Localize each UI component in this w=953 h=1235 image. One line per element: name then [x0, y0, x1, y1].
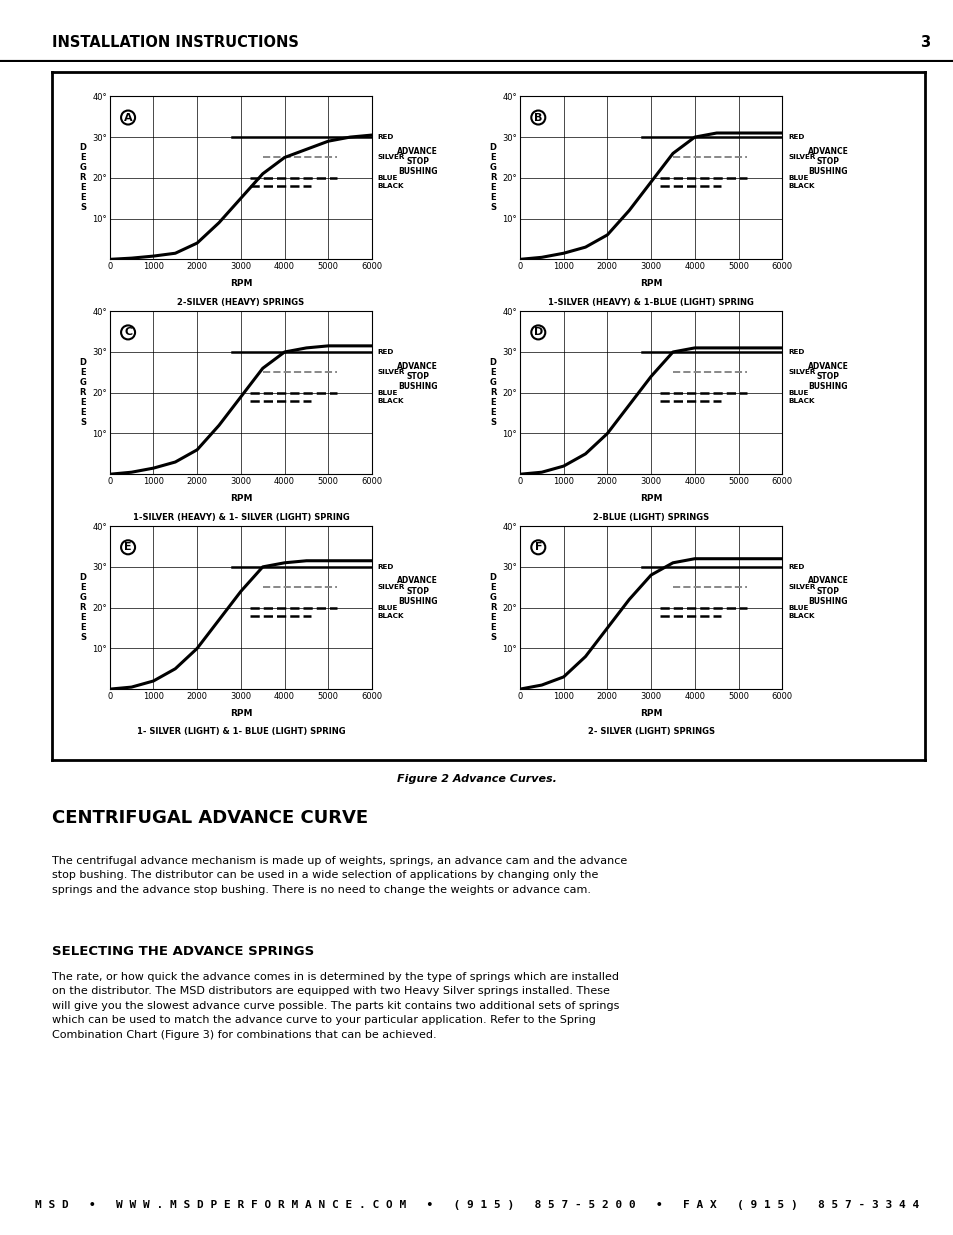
Text: SILVER: SILVER — [787, 584, 815, 590]
Text: B: B — [534, 112, 542, 122]
Text: INSTALLATION INSTRUCTIONS: INSTALLATION INSTRUCTIONS — [52, 35, 299, 49]
Text: BLACK: BLACK — [377, 613, 404, 619]
Text: RED: RED — [377, 564, 394, 569]
Text: RPM: RPM — [230, 279, 252, 288]
Text: CENTRIFUGAL ADVANCE CURVE: CENTRIFUGAL ADVANCE CURVE — [52, 809, 368, 827]
Text: The centrifugal advance mechanism is made up of weights, springs, an advance cam: The centrifugal advance mechanism is mad… — [52, 856, 627, 894]
Text: 1-SILVER (HEAVY) & 1- SILVER (LIGHT) SPRING: 1-SILVER (HEAVY) & 1- SILVER (LIGHT) SPR… — [132, 513, 349, 521]
Text: BLACK: BLACK — [787, 183, 814, 189]
Text: C: C — [124, 327, 132, 337]
Text: E: E — [124, 542, 132, 552]
Text: BLUE: BLUE — [377, 390, 397, 395]
Text: D
E
G
R
E
E
S: D E G R E E S — [79, 143, 87, 212]
Text: RPM: RPM — [639, 279, 661, 288]
Text: ADVANCE
STOP
BUSHING: ADVANCE STOP BUSHING — [397, 577, 437, 606]
Text: BLACK: BLACK — [787, 398, 814, 404]
Text: BLACK: BLACK — [377, 398, 404, 404]
Text: ADVANCE
STOP
BUSHING: ADVANCE STOP BUSHING — [397, 147, 437, 177]
Text: 2- SILVER (LIGHT) SPRINGS: 2- SILVER (LIGHT) SPRINGS — [587, 727, 714, 736]
Text: BLACK: BLACK — [787, 613, 814, 619]
Text: M S D   •   W W W . M S D P E R F O R M A N C E . C O M   •   ( 9 1 5 )   8 5 7 : M S D • W W W . M S D P E R F O R M A N … — [35, 1200, 918, 1210]
Text: BLUE: BLUE — [377, 175, 397, 180]
Text: RPM: RPM — [230, 494, 252, 503]
Text: SILVER: SILVER — [377, 584, 405, 590]
Text: D
E
G
R
E
E
S: D E G R E E S — [489, 358, 497, 427]
Text: D
E
G
R
E
E
S: D E G R E E S — [489, 143, 497, 212]
Text: The rate, or how quick the advance comes in is determined by the type of springs: The rate, or how quick the advance comes… — [52, 972, 619, 1040]
Text: BLACK: BLACK — [377, 183, 404, 189]
Text: ADVANCE
STOP
BUSHING: ADVANCE STOP BUSHING — [807, 577, 847, 606]
Text: 1- SILVER (LIGHT) & 1- BLUE (LIGHT) SPRING: 1- SILVER (LIGHT) & 1- BLUE (LIGHT) SPRI… — [136, 727, 345, 736]
Text: RED: RED — [377, 135, 394, 140]
Text: RPM: RPM — [639, 494, 661, 503]
Text: D: D — [533, 327, 542, 337]
Text: BLUE: BLUE — [787, 390, 807, 395]
Text: RED: RED — [787, 564, 803, 569]
Text: RPM: RPM — [639, 709, 661, 718]
Text: A: A — [124, 112, 132, 122]
Text: RED: RED — [377, 350, 394, 354]
Text: ADVANCE
STOP
BUSHING: ADVANCE STOP BUSHING — [397, 362, 437, 391]
Text: 1-SILVER (HEAVY) & 1-BLUE (LIGHT) SPRING: 1-SILVER (HEAVY) & 1-BLUE (LIGHT) SPRING — [548, 298, 753, 306]
Text: BLUE: BLUE — [787, 605, 807, 610]
Text: D
E
G
R
E
E
S: D E G R E E S — [489, 573, 497, 642]
Text: BLUE: BLUE — [787, 175, 807, 180]
Text: SILVER: SILVER — [377, 369, 405, 375]
Text: RED: RED — [787, 350, 803, 354]
Text: F: F — [534, 542, 541, 552]
Text: RPM: RPM — [230, 709, 252, 718]
Text: 2-BLUE (LIGHT) SPRINGS: 2-BLUE (LIGHT) SPRINGS — [593, 513, 708, 521]
Text: SILVER: SILVER — [787, 369, 815, 375]
Text: SILVER: SILVER — [377, 154, 405, 161]
Text: Figure 2 Advance Curves.: Figure 2 Advance Curves. — [396, 774, 557, 784]
Text: BLUE: BLUE — [377, 605, 397, 610]
Text: 3: 3 — [919, 35, 929, 49]
Text: ADVANCE
STOP
BUSHING: ADVANCE STOP BUSHING — [807, 147, 847, 177]
Text: SELECTING THE ADVANCE SPRINGS: SELECTING THE ADVANCE SPRINGS — [52, 945, 314, 958]
Text: SILVER: SILVER — [787, 154, 815, 161]
Text: 2-SILVER (HEAVY) SPRINGS: 2-SILVER (HEAVY) SPRINGS — [177, 298, 304, 306]
Text: RED: RED — [787, 135, 803, 140]
Text: D
E
G
R
E
E
S: D E G R E E S — [79, 573, 87, 642]
Text: ADVANCE
STOP
BUSHING: ADVANCE STOP BUSHING — [807, 362, 847, 391]
Text: D
E
G
R
E
E
S: D E G R E E S — [79, 358, 87, 427]
